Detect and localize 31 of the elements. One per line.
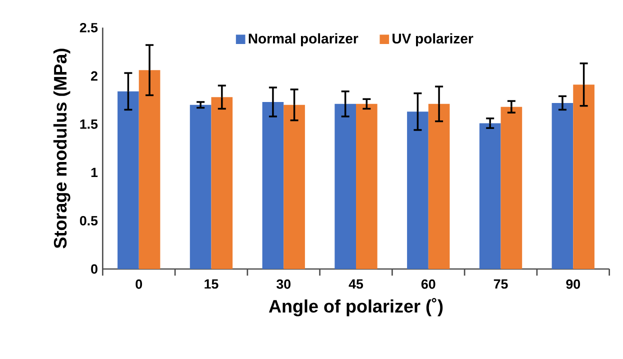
y-tick-label: 2.5: [80, 22, 98, 32]
legend-label: Normal polarizer: [248, 33, 358, 46]
y-tick-label: 1.5: [80, 120, 98, 129]
bar: [573, 84, 594, 269]
x-tick-label: 60: [421, 279, 436, 289]
x-tick-label: 75: [494, 279, 508, 289]
x-tick-label: 90: [566, 279, 580, 289]
y-tick-label: 2: [91, 71, 98, 81]
bar: [190, 104, 212, 269]
bar: [118, 91, 139, 269]
bar: [407, 112, 428, 269]
x-tick-label: 15: [204, 279, 218, 289]
bar: [211, 97, 233, 269]
bar: [479, 123, 501, 269]
x-tick-label: 0: [136, 279, 142, 289]
bar: [284, 104, 305, 269]
bar: [262, 102, 284, 269]
bar: [428, 104, 450, 269]
x-tick-label: 45: [348, 279, 364, 289]
bar: [138, 70, 160, 269]
x-axis-title: Angle of polarizer (˚): [268, 298, 443, 316]
bar: [500, 106, 522, 269]
bar: [334, 104, 356, 269]
bar: [552, 102, 574, 269]
y-tick-label: 0: [91, 264, 98, 274]
legend-label: UV polarizer: [392, 33, 474, 46]
y-axis-title: Storage modulus (MPa): [53, 48, 70, 248]
y-tick-label: 0.5: [80, 216, 98, 226]
x-tick-label: 30: [276, 279, 290, 289]
y-tick-label: 1: [91, 168, 98, 178]
bar: [356, 104, 378, 269]
